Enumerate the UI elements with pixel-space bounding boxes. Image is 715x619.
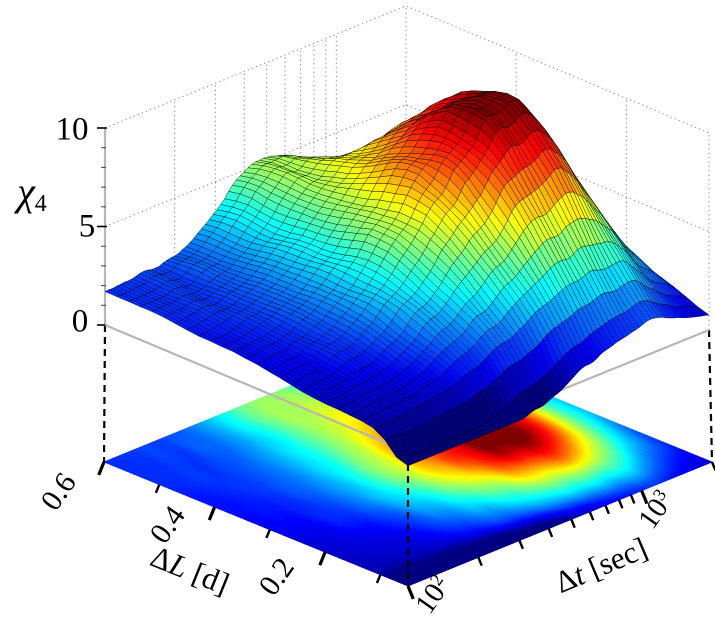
z-tick-label-0: 0 [71,303,89,340]
z-axis-label-subscript: 4 [34,191,47,217]
z-axis-label-symbol: χ [17,169,35,214]
z-axis-label: χ4 [17,169,47,217]
z-tick-label-5: 5 [78,208,96,245]
z-tick-label-10: 10 [55,111,89,148]
